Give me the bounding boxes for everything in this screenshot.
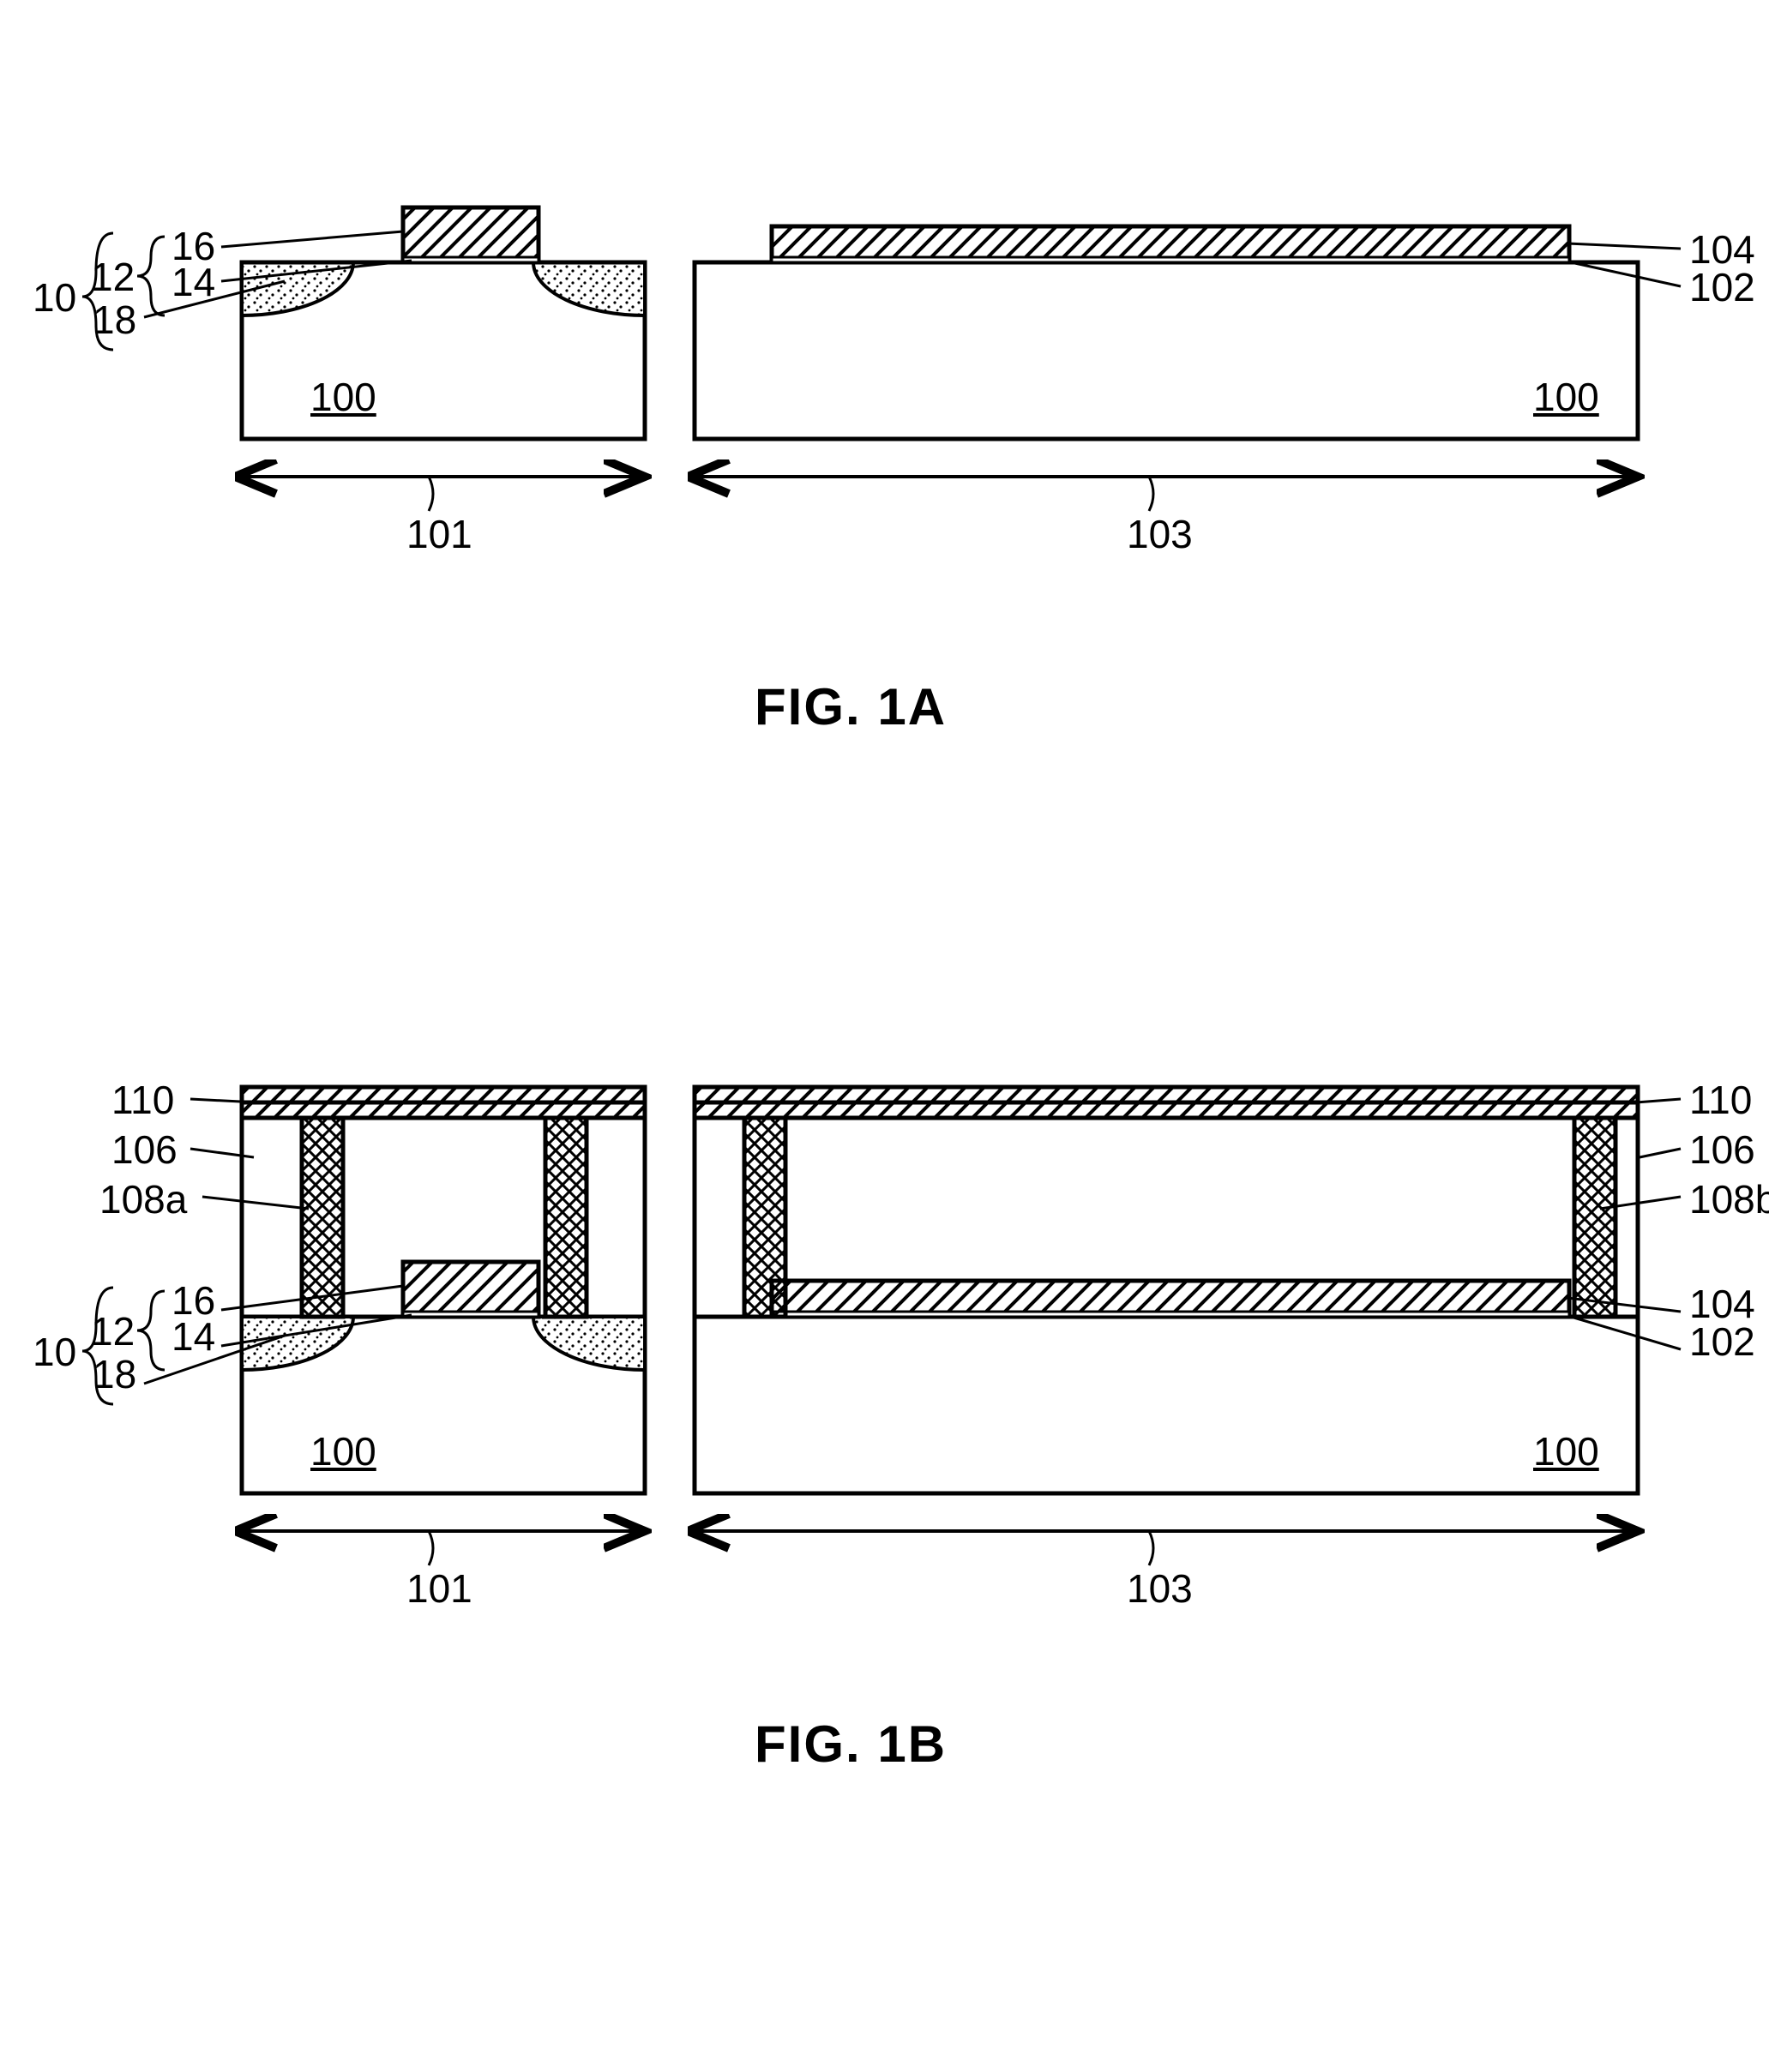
figA-sub-right-label: 100 xyxy=(1533,374,1599,420)
figB-ref-108b: 108b xyxy=(1689,1176,1769,1222)
page-root: 100 100 101 103 16 14 18 12 10 104 102 F… xyxy=(0,0,1769,2072)
figB-via-108a-2 xyxy=(545,1118,587,1317)
figB-via-108b-1 xyxy=(744,1118,785,1317)
figA-ref-102: 102 xyxy=(1689,264,1755,310)
figB-ref-12: 12 xyxy=(91,1308,135,1354)
figA-right-substrate xyxy=(695,262,1638,439)
figB-right-metal-110 xyxy=(695,1087,1638,1118)
figB-ref-110R: 110 xyxy=(1689,1077,1752,1123)
figB-caption: FIG. 1B xyxy=(755,1715,947,1774)
figB-via-108a-1 xyxy=(302,1118,343,1317)
figB-left-metal-110 xyxy=(242,1087,645,1118)
figB-via-108b-2 xyxy=(1574,1118,1616,1317)
figA-dim-right-label: 103 xyxy=(1127,511,1193,557)
figB-right-substrate xyxy=(695,1317,1638,1493)
figB-ref-102: 102 xyxy=(1689,1318,1755,1365)
figB-dim-left-label: 101 xyxy=(406,1565,472,1612)
figA-ref-12: 12 xyxy=(91,254,135,300)
figA-ref-10: 10 xyxy=(33,274,76,321)
figA-gate xyxy=(403,207,539,262)
figB-ref-110L: 110 xyxy=(111,1077,174,1123)
figB-dim-right-label: 103 xyxy=(1127,1565,1193,1612)
figA-dim-left-label: 101 xyxy=(406,511,472,557)
figA-ref-18: 18 xyxy=(93,297,136,343)
figB-ref-106R: 106 xyxy=(1689,1126,1755,1173)
figB-ref-108a: 108a xyxy=(99,1176,187,1222)
figA-ref-14: 14 xyxy=(171,259,215,305)
figB-sub-left-label: 100 xyxy=(310,1428,376,1474)
figB-ref-14: 14 xyxy=(171,1313,215,1360)
figA-sub-left-label: 100 xyxy=(310,374,376,420)
figB-sub-right-label: 100 xyxy=(1533,1428,1599,1474)
figB-ref-106L: 106 xyxy=(111,1126,178,1173)
figA-caption: FIG. 1A xyxy=(755,677,947,736)
figB-ref-18: 18 xyxy=(93,1351,136,1397)
figB-ref-10: 10 xyxy=(33,1329,76,1375)
